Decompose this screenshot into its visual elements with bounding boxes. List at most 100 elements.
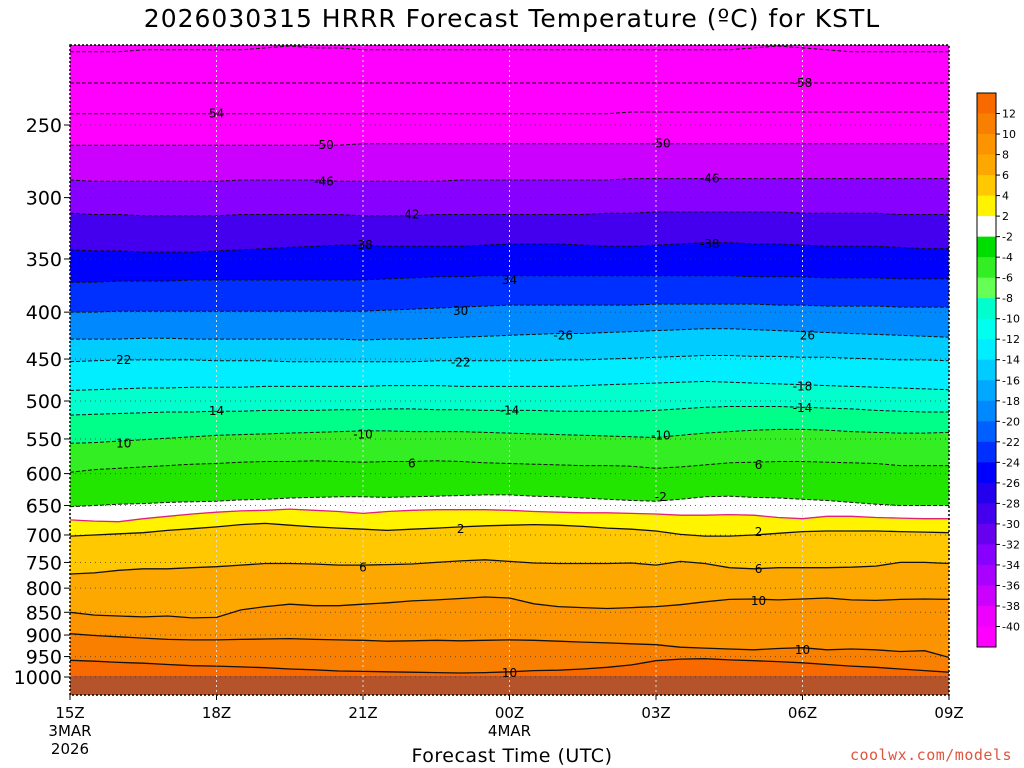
contour-label: 2	[457, 522, 465, 536]
band-20	[70, 45, 949, 83]
contour-label: -46	[314, 174, 334, 188]
colorbar-swatch	[977, 503, 996, 525]
colorbar-swatch	[977, 421, 996, 443]
colorbar-swatch	[977, 277, 996, 299]
colorbar-label: -28	[1002, 497, 1020, 510]
y-tick-label: 300	[26, 188, 62, 210]
colorbar-swatch	[977, 482, 996, 504]
temperature-fill	[70, 45, 949, 695]
colorbar-label: 8	[1002, 149, 1009, 162]
contour--46	[70, 178, 949, 182]
y-tick-label: 950	[26, 647, 62, 669]
colorbar-swatch	[977, 195, 996, 217]
contour-label: 22	[116, 353, 131, 367]
y-tick-label: 350	[26, 249, 62, 271]
colorbar-label: 2	[1002, 210, 1009, 223]
colorbar-swatch	[977, 544, 996, 566]
colorbar-swatch	[977, 605, 996, 627]
contour--30	[70, 303, 949, 313]
colorbar-label: -34	[1002, 559, 1020, 572]
y-tick-label: 900	[26, 625, 62, 647]
contour--22	[70, 355, 949, 363]
contour--10	[70, 428, 949, 444]
colorbar-label: -12	[1002, 333, 1020, 346]
colorbar-swatch	[977, 154, 996, 176]
x-tick-sublabel: 4MAR	[488, 722, 531, 740]
contour-label: -38	[700, 237, 720, 251]
contour-label: 6	[359, 561, 367, 575]
x-tick-sublabel: 2026	[51, 740, 89, 758]
colorbar-swatch	[977, 564, 996, 586]
colorbar-swatch	[977, 400, 996, 422]
colorbar-label: -6	[1002, 272, 1013, 285]
contour-label: -18	[793, 379, 813, 393]
contour--62	[70, 45, 949, 53]
colorbar-swatch	[977, 93, 996, 115]
colorbar-label: -18	[1002, 395, 1020, 408]
colorbar-label: 6	[1002, 169, 1009, 182]
contour--38	[70, 242, 949, 253]
chart-title: 2026030315 HRRR Forecast Temperature (ºC…	[143, 4, 881, 33]
colorbar-swatch	[977, 175, 996, 197]
colorbar-swatch	[977, 318, 996, 340]
contour--42	[70, 211, 949, 217]
contour-label: -10	[353, 428, 373, 442]
contour-label: 6	[755, 458, 763, 472]
y-tick-label: 800	[26, 578, 62, 600]
contour-label: 10	[502, 666, 517, 680]
contour-label: 30	[453, 304, 468, 318]
x-tick-label: 03Z	[641, 704, 670, 722]
y-tick-label: 650	[26, 495, 62, 517]
colorbar-swatch	[977, 441, 996, 463]
colorbar-label: -36	[1002, 579, 1020, 592]
y-tick-label: 500	[26, 391, 62, 413]
colorbar-swatch	[977, 113, 996, 135]
contour-label: -14	[793, 401, 813, 415]
y-tick-label: 450	[26, 349, 62, 371]
contour-10	[70, 658, 949, 674]
colorbar-label: -22	[1002, 436, 1020, 449]
y-tick-label: 250	[26, 115, 62, 137]
contour-label: -2	[655, 490, 667, 504]
colorbar-label: -16	[1002, 374, 1020, 387]
color-scale: 12 10 8 6 4 2 -2 -4 -6 -8 -10 -12 -14 -16 -18 -20 -22 -24…	[976, 92, 1020, 648]
contour-label: 10	[751, 594, 766, 608]
x-tick-sublabel: 3MAR	[48, 722, 91, 740]
contour-lines	[70, 45, 949, 674]
colorbar-label: -24	[1002, 456, 1020, 469]
contour-label: 42	[404, 207, 419, 221]
x-tick-label: 09Z	[934, 704, 963, 722]
colorbar-swatch	[977, 626, 996, 648]
y-tick-label: 550	[26, 429, 62, 451]
contour--50	[70, 143, 949, 146]
y-tick-label: 1000	[14, 667, 62, 689]
contour-label: -26	[553, 328, 573, 342]
colorbar-label: 12	[1002, 108, 1016, 121]
credit-text: coolwx.com/models	[849, 746, 1012, 764]
colorbar-label: 4	[1002, 190, 1009, 203]
y-tick-label: 750	[26, 552, 62, 574]
contour-label: 10	[795, 643, 810, 657]
x-tick-label: 15Z	[55, 704, 84, 722]
colorbar-swatch	[977, 339, 996, 361]
contour-label: -14	[500, 403, 520, 417]
contour-label: 6	[408, 457, 416, 471]
x-tick-label: 06Z	[788, 704, 817, 722]
contour-6	[70, 559, 949, 575]
colorbar-label: 10	[1002, 128, 1016, 141]
contour-10	[70, 633, 949, 659]
colorbar-swatch	[977, 134, 996, 156]
contour--26	[70, 328, 949, 341]
contour-2	[70, 522, 949, 537]
contour-label: -46	[700, 172, 720, 186]
colorbar-swatch	[977, 216, 996, 238]
colorbar-swatch	[977, 359, 996, 381]
colorbar-swatch	[977, 236, 996, 258]
contour-label: -50	[314, 138, 334, 152]
colorbar-label: -14	[1002, 354, 1020, 367]
colorbar-label: -30	[1002, 518, 1020, 531]
